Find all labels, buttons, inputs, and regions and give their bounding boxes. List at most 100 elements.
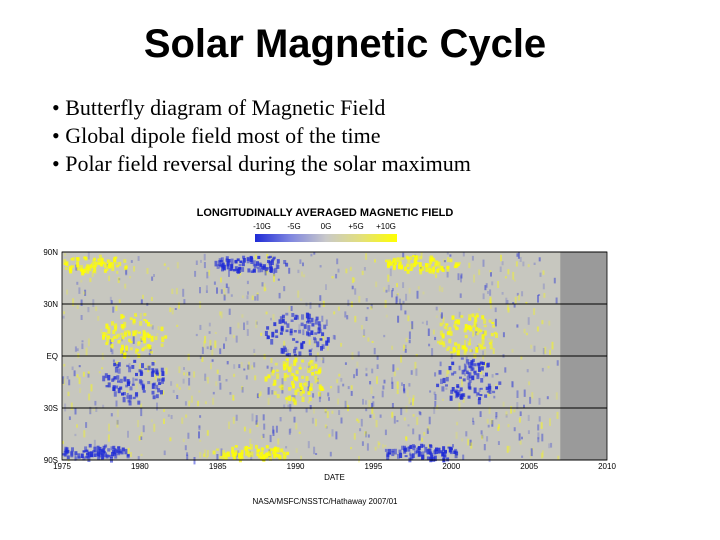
field-speck bbox=[251, 413, 254, 422]
field-speck bbox=[538, 294, 541, 296]
field-speck bbox=[516, 292, 519, 296]
field-speck bbox=[118, 278, 121, 281]
field-speck bbox=[515, 261, 518, 267]
butterfly-wing-speck bbox=[134, 313, 137, 317]
field-speck bbox=[494, 318, 497, 327]
butterfly-wing-speck bbox=[147, 381, 151, 385]
field-speck bbox=[473, 331, 476, 335]
field-speck bbox=[325, 284, 327, 290]
field-speck bbox=[460, 273, 463, 279]
butterfly-wing-speck bbox=[417, 446, 421, 450]
field-speck bbox=[241, 387, 244, 393]
butterfly-wing-speck bbox=[315, 316, 319, 321]
butterfly-wing-speck bbox=[271, 331, 275, 338]
field-speck bbox=[432, 329, 435, 335]
field-speck bbox=[140, 408, 143, 417]
field-speck bbox=[81, 340, 84, 343]
butterfly-wing-speck bbox=[298, 351, 302, 357]
butterfly-wing-speck bbox=[90, 451, 93, 457]
butterfly-wing-speck bbox=[260, 266, 264, 270]
field-speck bbox=[500, 254, 502, 262]
field-speck bbox=[215, 381, 218, 386]
butterfly-wing-speck bbox=[421, 266, 425, 271]
field-speck bbox=[434, 372, 437, 377]
butterfly-wing-speck bbox=[265, 452, 269, 458]
butterfly-wing-speck bbox=[468, 362, 472, 368]
butterfly-wing-speck bbox=[111, 321, 114, 326]
field-speck bbox=[443, 258, 445, 262]
field-speck bbox=[505, 297, 508, 305]
butterfly-wing-speck bbox=[262, 264, 266, 269]
field-speck bbox=[226, 361, 229, 365]
field-speck bbox=[270, 358, 273, 363]
field-speck bbox=[321, 315, 324, 322]
butterfly-wing-speck bbox=[107, 328, 111, 334]
butterfly-wing-speck bbox=[86, 452, 89, 456]
butterfly-wing-speck bbox=[321, 332, 325, 337]
butterfly-wing-speck bbox=[412, 255, 415, 258]
field-speck bbox=[538, 397, 541, 405]
butterfly-wing-speck bbox=[435, 260, 439, 266]
field-speck bbox=[228, 308, 231, 315]
field-speck bbox=[457, 273, 460, 281]
butterfly-wing-speck bbox=[121, 392, 124, 396]
butterfly-wing-speck bbox=[155, 394, 159, 399]
field-speck bbox=[130, 260, 133, 263]
field-speck bbox=[322, 335, 325, 341]
butterfly-wing-speck bbox=[224, 457, 228, 461]
field-speck bbox=[62, 378, 65, 385]
butterfly-wing-speck bbox=[446, 265, 450, 272]
field-speck bbox=[111, 349, 114, 355]
field-speck bbox=[396, 381, 399, 389]
field-speck bbox=[223, 293, 226, 297]
field-speck bbox=[130, 452, 132, 457]
field-speck bbox=[77, 353, 80, 358]
field-speck bbox=[511, 349, 514, 353]
field-speck bbox=[467, 341, 470, 344]
field-speck bbox=[342, 383, 345, 387]
butterfly-wing-speck bbox=[443, 452, 447, 456]
field-speck bbox=[307, 441, 310, 449]
field-speck bbox=[481, 434, 484, 439]
butterfly-wing-speck bbox=[393, 259, 397, 266]
field-speck bbox=[315, 418, 317, 427]
field-speck bbox=[283, 340, 286, 347]
butterfly-wing-speck bbox=[127, 399, 131, 403]
colorbar-label: +10G bbox=[376, 222, 396, 231]
butterfly-wing-speck bbox=[445, 376, 449, 382]
field-speck bbox=[445, 387, 448, 390]
field-speck bbox=[291, 394, 294, 397]
field-speck bbox=[290, 370, 293, 377]
field-speck bbox=[297, 290, 300, 298]
field-speck bbox=[335, 431, 338, 440]
butterfly-wing-speck bbox=[498, 381, 502, 385]
field-speck bbox=[325, 426, 328, 429]
field-speck bbox=[442, 317, 445, 325]
field-speck bbox=[285, 446, 288, 449]
butterfly-wing-speck bbox=[437, 450, 441, 454]
field-speck bbox=[449, 254, 452, 257]
butterfly-wing-speck bbox=[280, 347, 284, 354]
butterfly-wing-speck bbox=[306, 321, 309, 324]
field-speck bbox=[302, 329, 305, 336]
butterfly-wing-speck bbox=[97, 258, 101, 261]
butterfly-wing-speck bbox=[110, 446, 114, 451]
butterfly-wing-speck bbox=[160, 367, 164, 372]
field-speck bbox=[206, 271, 209, 279]
butterfly-wing-speck bbox=[449, 395, 453, 401]
field-speck bbox=[549, 418, 551, 426]
butterfly-wing-speck bbox=[282, 455, 286, 461]
field-speck bbox=[74, 408, 77, 415]
butterfly-wing-speck bbox=[155, 384, 159, 390]
field-speck bbox=[324, 408, 327, 413]
field-speck bbox=[248, 361, 250, 370]
butterfly-wing-speck bbox=[107, 374, 111, 381]
butterfly-wing-speck bbox=[110, 454, 113, 458]
butterfly-wing-speck bbox=[299, 382, 303, 388]
butterfly-wing-speck bbox=[485, 386, 489, 391]
field-speck bbox=[171, 307, 174, 315]
field-speck bbox=[512, 302, 515, 305]
field-speck bbox=[62, 440, 64, 445]
butterfly-wing-speck bbox=[468, 376, 472, 379]
field-speck bbox=[156, 402, 158, 411]
